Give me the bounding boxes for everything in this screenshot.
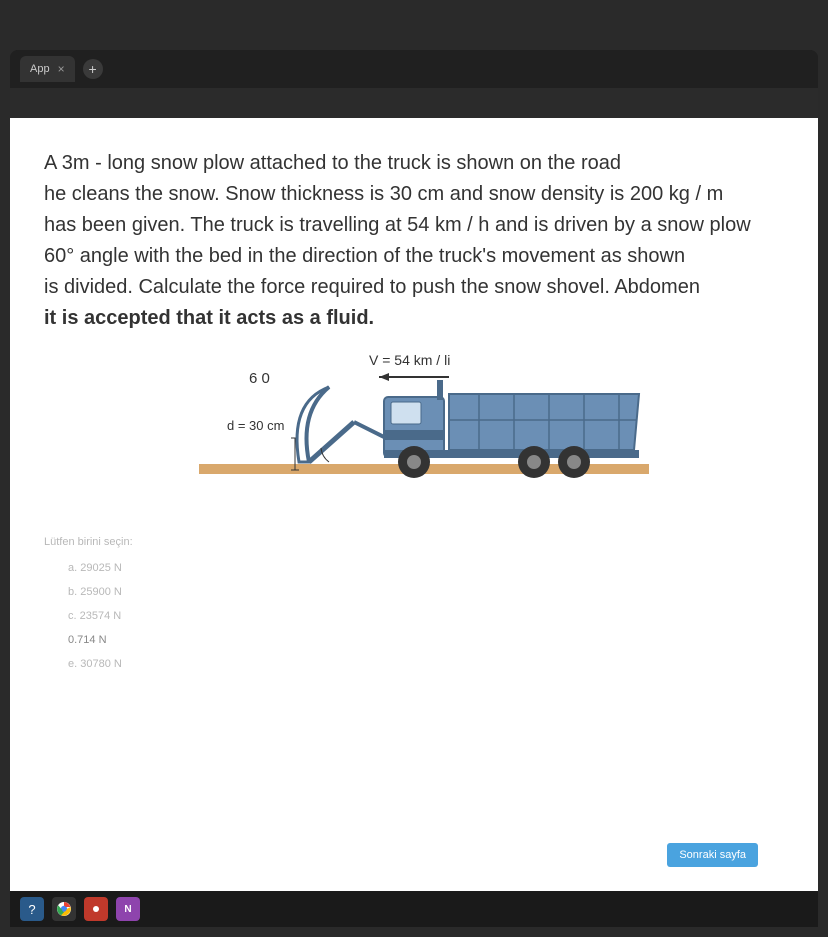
options-header: Lütfen birini seçin: [44, 536, 784, 548]
next-page-button[interactable]: Sonraki sayfa [667, 843, 758, 867]
screen-frame: App × + A 3m - long snow plow attached t… [10, 50, 818, 927]
new-tab-button[interactable]: + [83, 59, 103, 79]
question-line: A 3m - long snow plow attached to the tr… [44, 148, 784, 179]
question-text: A 3m - long snow plow attached to the tr… [44, 148, 784, 334]
browser-tabbar: App × + [10, 50, 818, 88]
question-line: it is accepted that it acts as a fluid. [44, 303, 784, 334]
option-b[interactable]: b. 25900 N [44, 580, 784, 604]
answer-options: Lütfen birini seçin: a. 29025 N b. 25900… [44, 536, 784, 676]
page-content: A 3m - long snow plow attached to the tr… [10, 118, 818, 891]
bottom-actions: Sonraki sayfa [667, 843, 758, 867]
taskbar: ? N [10, 891, 818, 927]
option-d[interactable]: 0.714 N [44, 628, 784, 652]
browser-tab[interactable]: App × [20, 56, 75, 82]
browser-toolbar [10, 88, 818, 118]
option-e[interactable]: e. 30780 N [44, 652, 784, 676]
option-c[interactable]: c. 23574 N [44, 604, 784, 628]
help-icon[interactable]: ? [20, 897, 44, 921]
truck-illustration [179, 352, 649, 512]
figure-diagram: V = 54 km / li 6 0 d = 30 cm [179, 352, 649, 512]
question-line: he cleans the snow. Snow thickness is 30… [44, 179, 784, 210]
onenote-icon[interactable]: N [116, 897, 140, 921]
app-icon[interactable] [84, 897, 108, 921]
tab-label: App [30, 63, 50, 75]
question-line: is divided. Calculate the force required… [44, 272, 784, 303]
plus-icon: + [89, 61, 97, 77]
question-line: 60° angle with the bed in the direction … [44, 241, 784, 272]
option-a[interactable]: a. 29025 N [44, 556, 784, 580]
close-icon[interactable]: × [58, 62, 65, 76]
question-line: has been given. The truck is travelling … [44, 210, 784, 241]
chrome-icon[interactable] [52, 897, 76, 921]
